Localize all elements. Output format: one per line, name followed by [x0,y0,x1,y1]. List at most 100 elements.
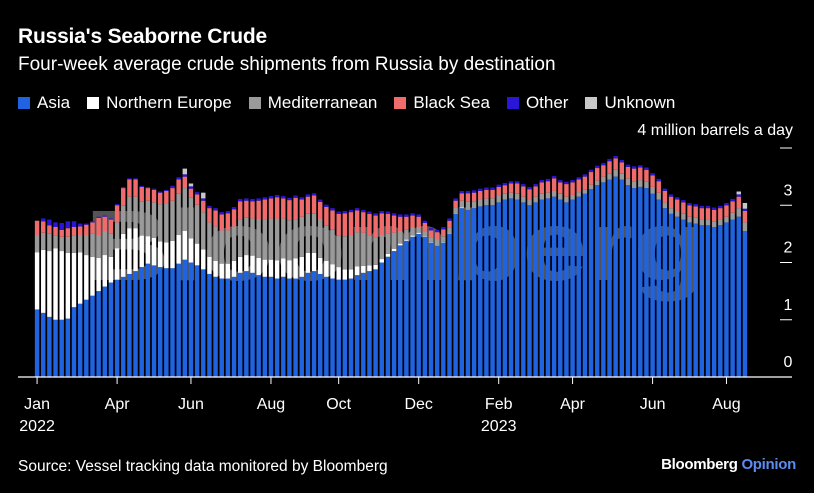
bar-segment-northern-europe [342,269,348,280]
bar-segment-northern-europe [139,235,144,268]
bar-segment-black-sea [348,212,354,236]
bar-segment-asia [281,276,286,377]
bar-segment-northern-europe [422,236,428,237]
bar-segment-black-sea [385,213,391,234]
bar-segment-mediterranean [668,208,674,214]
bar-segment-mediterranean [385,233,391,254]
bar-segment-asia [478,206,483,377]
bar-segment-northern-europe [434,244,440,246]
bar-segment-northern-europe [77,252,83,304]
bar-segment-mediterranean [675,210,680,217]
bar-segment-mediterranean [207,222,212,257]
bar-segment-northern-europe [84,255,89,300]
bar-segment-asia [244,271,249,377]
bar-segment-black-sea [718,208,723,220]
bar-segment-asia [299,276,304,377]
bar-segment-northern-europe [404,239,409,241]
bar-segment-mediterranean [139,201,144,236]
legend-label: Mediterranean [267,93,378,112]
bar-segment-mediterranean [41,232,46,250]
bar-segment-other [533,184,538,187]
bar-segment-asia [668,213,674,377]
bar-segment-other [471,190,477,193]
bar-segment-mediterranean [416,227,421,233]
bar-segment-black-sea [133,179,138,197]
bar-segment-northern-europe [287,260,292,279]
bar-segment-other [102,215,107,217]
legend-item: Black Sea [394,93,490,113]
bar-segment-black-sea [59,229,64,237]
bar-segment-mediterranean [336,235,341,268]
bar-segment-mediterranean [742,222,748,232]
bar-segment-asia [151,265,157,377]
bar-segment-black-sea [508,183,514,193]
bar-segment-mediterranean [711,221,717,228]
bar-segment-asia [508,198,514,377]
bar-segment-asia [681,219,686,377]
bar-segment-asia [594,185,600,377]
bar-segment-other [422,220,428,223]
bar-segment-black-sea [41,221,46,233]
bar-segment-other [558,180,563,183]
bar-segment-asia [170,268,175,377]
bar-segment-other [730,198,735,202]
bar-segment-asia [742,231,748,377]
bar-segment-asia [718,225,723,377]
bar-segment-black-sea [613,158,618,170]
bar-segment-other [53,222,58,227]
bar-segment-asia [373,269,378,377]
bar-segment-other [570,180,575,183]
bar-segment-northern-europe [213,260,218,277]
bar-segment-asia [391,251,397,377]
bar-segment-other [693,204,698,207]
bar-segment-black-sea [77,226,83,236]
bar-segment-other [262,197,268,200]
bar-segment-asia [730,219,735,377]
bar-segment-mediterranean [471,201,477,209]
bar-segment-other [311,193,317,196]
bar-segment-asia [619,179,625,377]
bar-segment-northern-europe [336,267,341,280]
bar-segment-black-sea [601,165,606,177]
x-tick-label: Apr [105,396,131,413]
bar-segment-other [139,185,144,187]
bar-segment-mediterranean [521,196,526,203]
bar-segment-mediterranean [379,235,384,260]
bar-segment-black-sea [594,168,600,181]
bar-segment-asia [133,271,138,377]
bar-segment-mediterranean [730,212,735,220]
bar-segment-northern-europe [398,243,403,246]
bar-segment-mediterranean [145,200,151,237]
bar-segment-black-sea [570,182,575,195]
bar-segment-asia [219,278,224,377]
bar-segment-northern-europe [59,251,64,320]
bar-segment-northern-europe [127,228,132,274]
bar-segment-other [650,173,655,176]
bar-segment-black-sea [170,188,175,201]
bar-segment-northern-europe [151,237,157,266]
bar-segment-mediterranean [90,233,95,257]
legend-label: Unknown [604,93,676,112]
bar-segment-black-sea [330,210,335,230]
legend-swatch [248,97,261,109]
bar-segment-black-sea [151,189,157,203]
bar-segment-other [656,178,661,182]
bar-segment-northern-europe [34,252,40,310]
bar-segment-other [127,178,132,180]
bar-segment-black-sea [527,189,532,200]
bar-segment-unknown [201,192,206,199]
bar-segment-other [299,197,304,200]
bar-segment-mediterranean [59,236,64,252]
bar-segment-other [108,218,114,220]
bar-segment-asia [564,202,569,377]
bar-segment-mediterranean [121,205,126,234]
bar-segment-other [342,210,348,214]
bar-segment-asia [502,199,508,377]
bar-segment-other [176,177,181,180]
bar-segment-asia [379,262,384,377]
bar-segment-northern-europe [65,252,71,319]
bar-segment-asia [484,205,489,377]
bar-segment-other [90,221,95,223]
bar-segment-black-sea [564,184,569,197]
bar-segment-northern-europe [268,259,274,277]
